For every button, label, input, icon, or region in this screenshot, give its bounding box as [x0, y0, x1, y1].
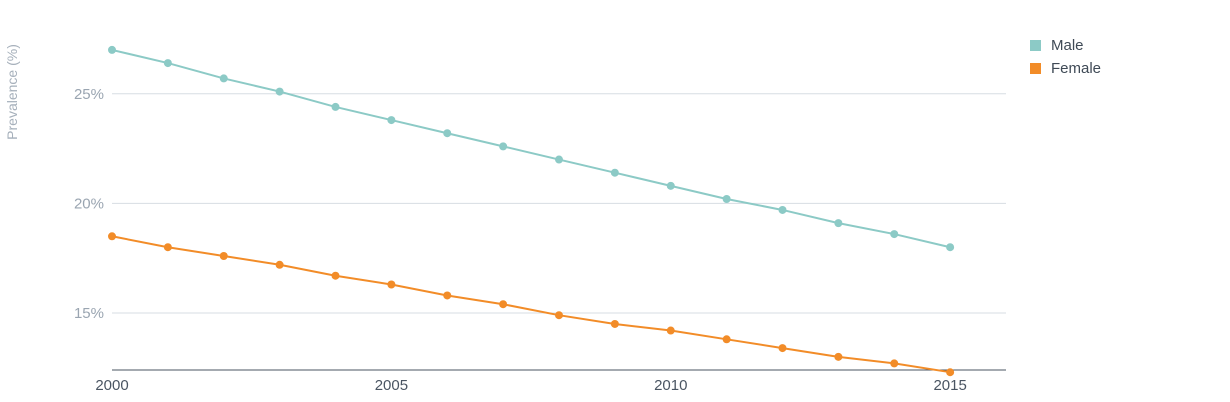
y-tick-label-25: 25%	[74, 86, 104, 103]
data-point-female-2001[interactable]	[163, 243, 172, 252]
legend: Male Female	[1030, 34, 1101, 80]
legend-swatch-male	[1030, 40, 1041, 51]
x-axis-ticks: 2000 2005 2010 2015	[95, 377, 967, 394]
y-tick-label-15: 15%	[74, 305, 104, 322]
data-point-male-2001[interactable]	[163, 59, 172, 68]
data-point-male-2011[interactable]	[722, 195, 731, 203]
data-point-female-2015[interactable]	[946, 368, 955, 377]
data-point-male-2006[interactable]	[443, 129, 452, 138]
legend-item-female[interactable]: Female	[1030, 57, 1101, 80]
data-point-female-2006[interactable]	[443, 291, 452, 300]
data-point-male-2007[interactable]	[499, 142, 508, 151]
x-tick-label-2000: 2000	[95, 377, 128, 394]
y-tick-label-20: 20%	[74, 195, 104, 212]
data-point-female-2005[interactable]	[387, 280, 396, 289]
data-point-female-2004[interactable]	[331, 271, 340, 280]
data-point-male-2003[interactable]	[275, 87, 284, 96]
data-point-female-2000[interactable]	[108, 232, 116, 241]
x-tick-label-2005: 2005	[375, 377, 408, 394]
data-point-male-2014[interactable]	[890, 230, 899, 239]
data-point-male-2002[interactable]	[219, 74, 228, 83]
data-point-male-2008[interactable]	[555, 155, 563, 164]
x-tick-label-2010: 2010	[654, 377, 687, 394]
data-point-female-2002[interactable]	[219, 252, 228, 260]
data-point-male-2010[interactable]	[666, 181, 675, 190]
data-point-female-2003[interactable]	[275, 260, 284, 269]
legend-swatch-female	[1030, 63, 1041, 74]
data-point-female-2012[interactable]	[778, 344, 787, 353]
series-layer	[108, 45, 955, 377]
data-point-male-2009[interactable]	[610, 168, 619, 177]
series-line-female	[111, 235, 951, 374]
data-point-male-2012[interactable]	[778, 205, 787, 214]
y-axis-label: Prevalence (%)	[4, 44, 20, 140]
series-female	[108, 232, 955, 377]
y-axis-ticks: 15% 20% 25%	[74, 86, 104, 322]
series-male	[108, 45, 955, 252]
series-line-male	[111, 48, 951, 249]
data-point-male-2004[interactable]	[331, 102, 340, 111]
data-point-female-2013[interactable]	[834, 352, 843, 361]
legend-item-male[interactable]: Male	[1030, 34, 1101, 57]
data-point-female-2010[interactable]	[666, 326, 675, 335]
data-point-male-2015[interactable]	[946, 243, 955, 252]
data-point-female-2009[interactable]	[610, 319, 619, 328]
data-point-female-2014[interactable]	[890, 359, 899, 368]
data-point-female-2011[interactable]	[722, 335, 731, 344]
data-point-male-2000[interactable]	[108, 45, 116, 54]
data-point-male-2013[interactable]	[834, 219, 843, 228]
legend-label-female: Female	[1051, 60, 1102, 77]
data-point-female-2007[interactable]	[499, 300, 508, 309]
gridlines	[112, 93, 1006, 314]
x-tick-label-2015: 2015	[933, 377, 966, 394]
data-point-female-2008[interactable]	[555, 311, 563, 320]
data-point-male-2005[interactable]	[387, 116, 396, 125]
legend-label-male: Male	[1051, 37, 1084, 54]
